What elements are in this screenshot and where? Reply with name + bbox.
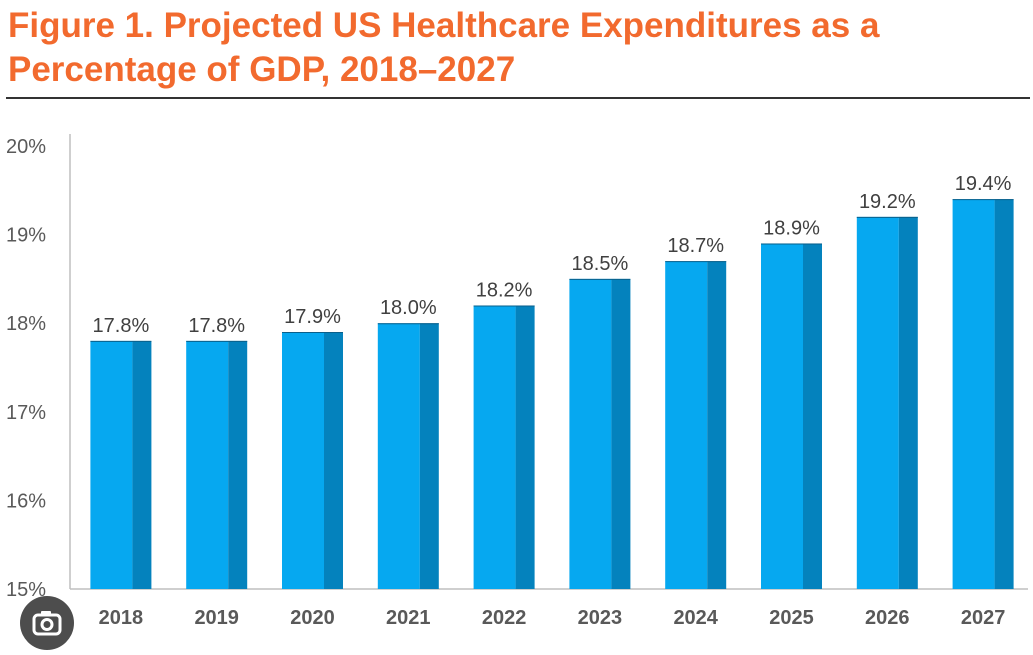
- bar-2021: [377, 323, 420, 589]
- x-tick-label: 2021: [386, 607, 431, 629]
- y-tick-label: 15%: [6, 579, 46, 601]
- x-tick-label: 2026: [865, 607, 910, 629]
- x-tick-label: 2018: [99, 607, 144, 629]
- bar-side-2027: [994, 199, 1014, 589]
- x-axis-ticks: 2018 2019 2020 2021 2022 2023 2024 2025 2026 2027: [99, 607, 1006, 629]
- y-axis-ticks: 15% 16% 17% 18% 19% 20%: [6, 136, 46, 601]
- bar-2025: [761, 243, 803, 589]
- bar-side-2025: [803, 243, 822, 589]
- chart-bars: [90, 199, 1014, 589]
- x-tick-label: 2022: [482, 607, 527, 629]
- bar-side-2021: [419, 323, 439, 589]
- bar-side-2024: [707, 261, 727, 589]
- value-label: 18.9%: [763, 217, 820, 239]
- x-tick-label: 2024: [673, 607, 718, 629]
- bar-side-2023: [611, 278, 631, 589]
- bar-2019: [186, 340, 229, 589]
- bar-side-2019: [228, 340, 248, 589]
- value-label: 19.2%: [859, 191, 916, 213]
- x-tick-label: 2027: [961, 607, 1006, 629]
- chart-title: Figure 1. Projected US Healthcare Expend…: [8, 6, 880, 89]
- bar-side-2026: [898, 216, 918, 589]
- value-labels: 17.8% 17.8% 17.9% 18.0% 18.2% 18.5% 18.7% 18.9%…: [93, 173, 1012, 337]
- camera-glyph: [32, 611, 62, 636]
- bar-2026: [856, 216, 899, 589]
- bar-side-2018: [132, 340, 152, 589]
- y-tick-label: 17%: [6, 402, 46, 424]
- x-tick-label: 2025: [769, 607, 814, 629]
- bar-2027: [952, 199, 995, 589]
- value-label: 18.0%: [380, 297, 437, 319]
- value-label: 18.5%: [572, 253, 629, 275]
- value-label: 17.9%: [284, 306, 341, 328]
- bar-2024: [665, 261, 708, 589]
- camera-icon[interactable]: [20, 596, 74, 650]
- value-label: 19.4%: [955, 173, 1012, 195]
- bar-side-2020: [324, 332, 343, 589]
- bar-2020: [282, 332, 324, 589]
- value-label: 18.7%: [667, 235, 724, 257]
- bar-2022: [473, 305, 516, 589]
- bar-2023: [569, 278, 612, 589]
- value-label: 17.8%: [93, 315, 150, 337]
- x-tick-label: 2020: [290, 607, 335, 629]
- value-label: 18.2%: [476, 279, 533, 301]
- bar-2018: [90, 340, 133, 589]
- bar-side-2022: [515, 305, 535, 589]
- y-tick-label: 16%: [6, 490, 46, 512]
- y-tick-label: 18%: [6, 313, 46, 335]
- value-label: 17.8%: [188, 315, 245, 337]
- title-divider: [6, 97, 1030, 99]
- x-tick-label: 2023: [578, 607, 623, 629]
- y-tick-label: 20%: [6, 136, 46, 158]
- x-tick-label: 2019: [194, 607, 239, 629]
- y-tick-label: 19%: [6, 225, 46, 247]
